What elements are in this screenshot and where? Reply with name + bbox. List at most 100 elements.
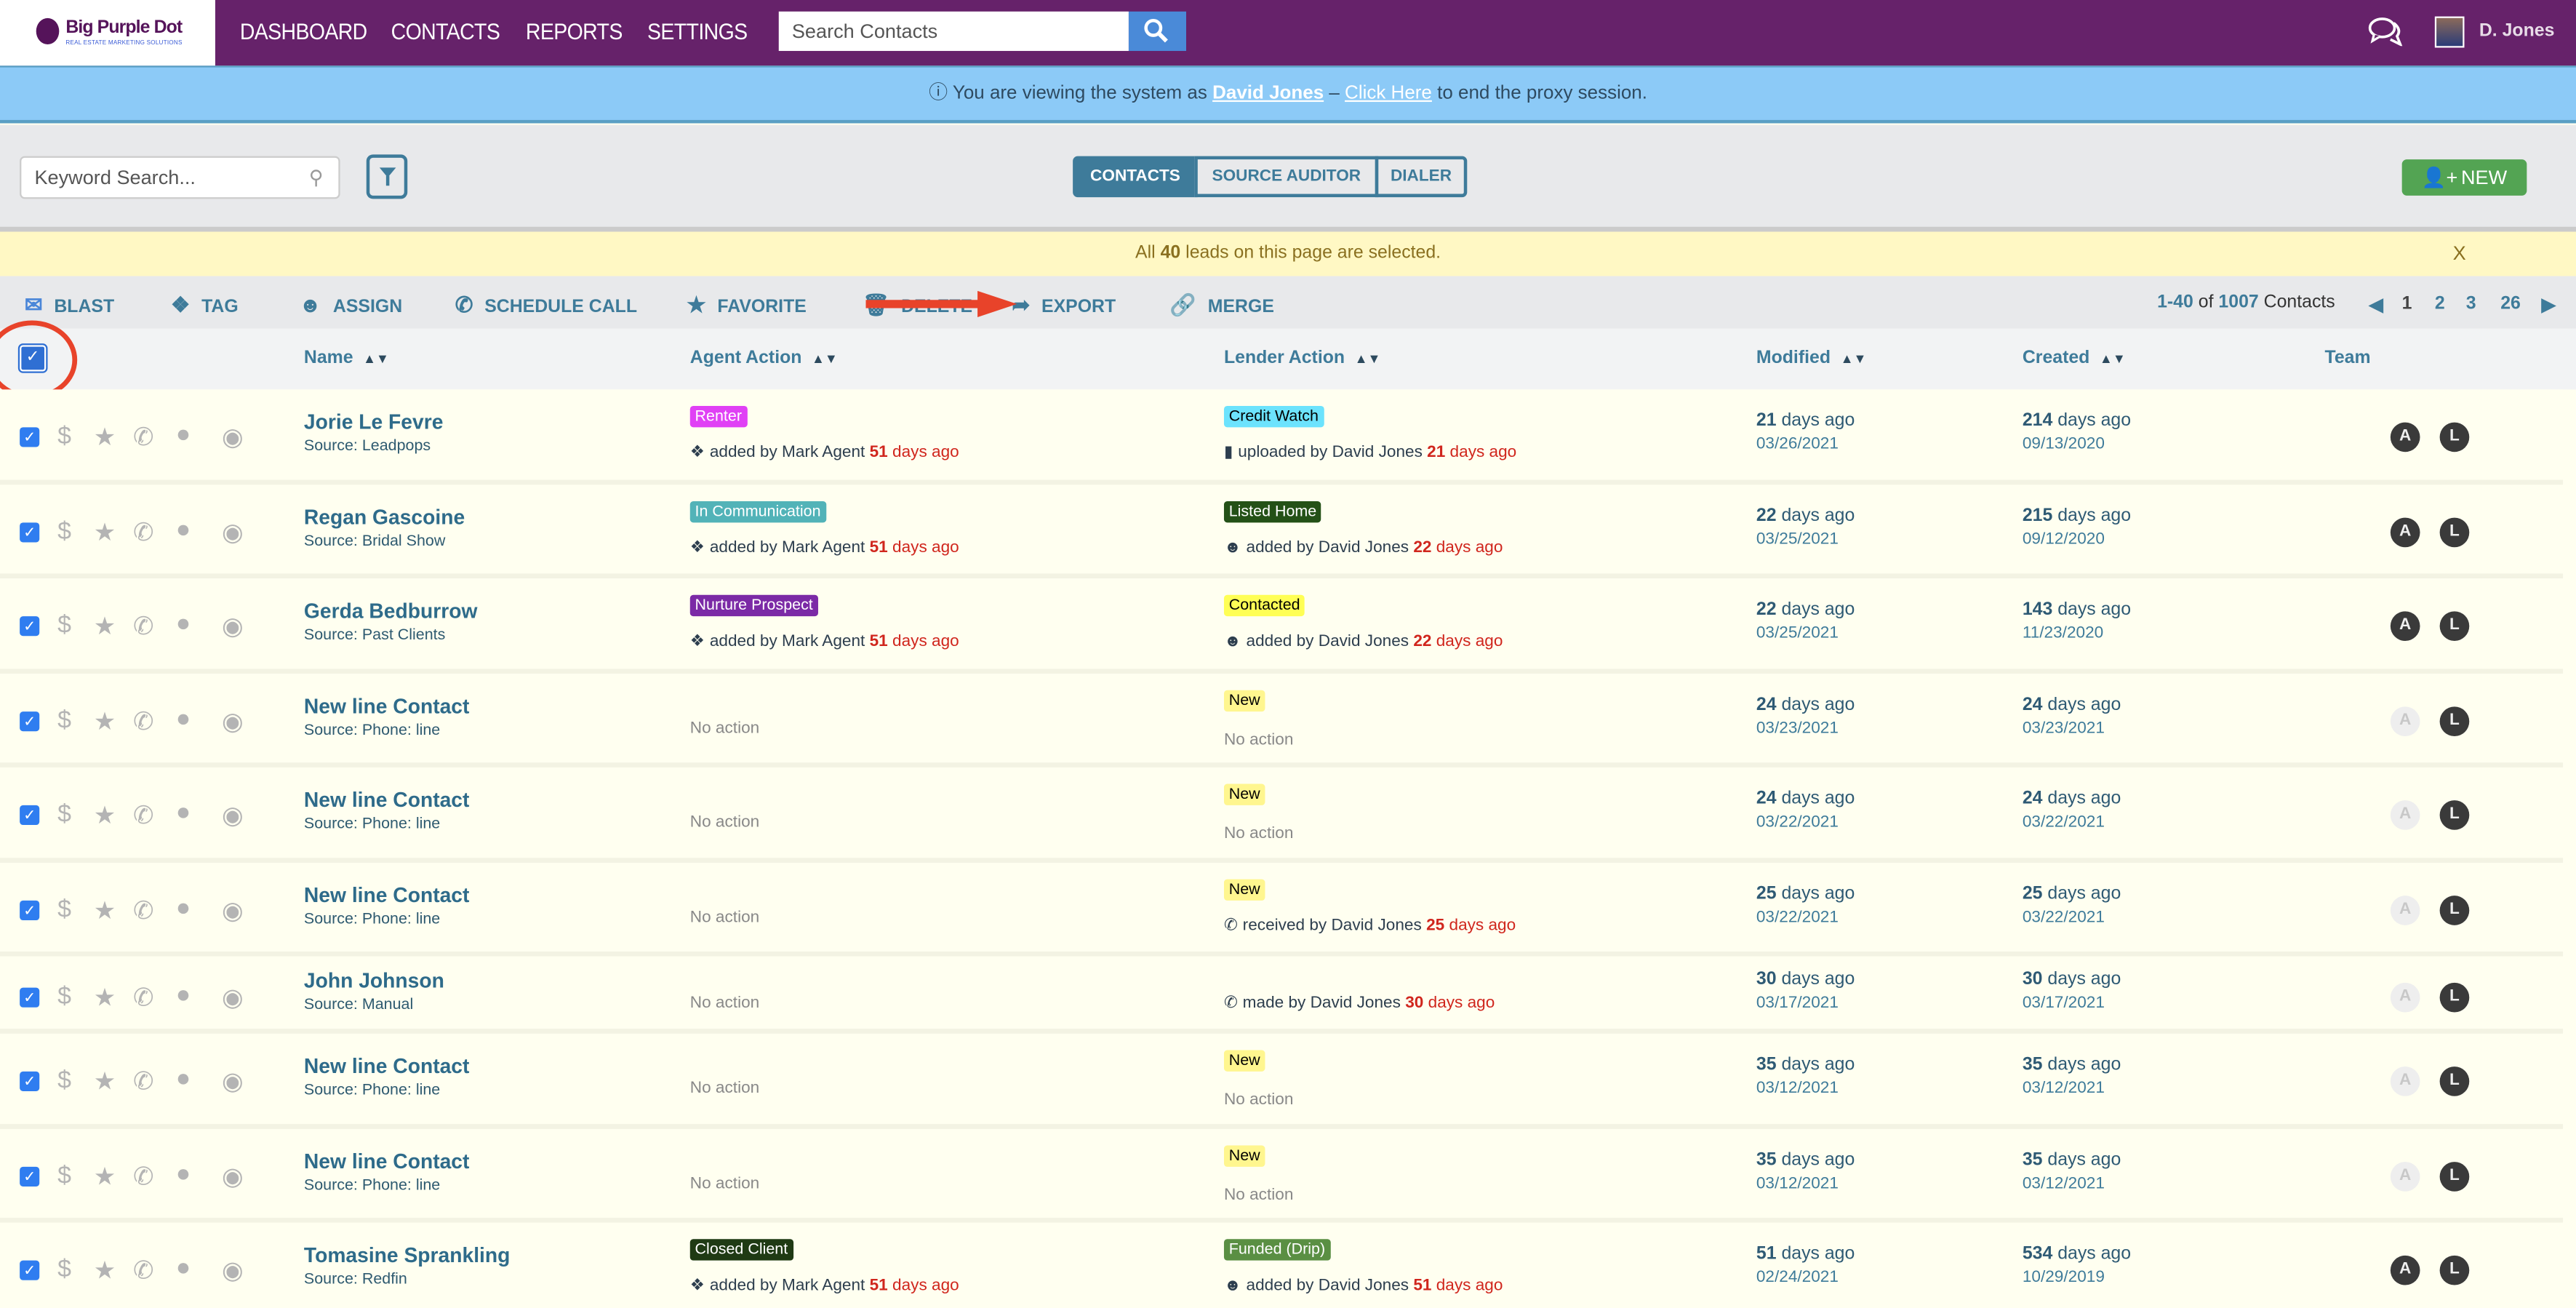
table-row[interactable]: ✓ $ ★ ✆ ● ◉ New line Contact Source: Phone: lin… bbox=[0, 1128, 2564, 1223]
table-row[interactable]: ✓ $ ★ ✆ ● ◉ John Johnson Source: Manual No actio… bbox=[0, 956, 2564, 1034]
dollar-icon[interactable]: $ bbox=[57, 1066, 71, 1095]
contact-name[interactable]: Jorie Le Fevre bbox=[303, 410, 444, 434]
lender-tag[interactable]: Funded (Drip) bbox=[1223, 1239, 1330, 1261]
table-row[interactable]: ✓ $ ★ ✆ ● ◉ Tomasine Sprankling Source: Redfin C… bbox=[0, 1222, 2564, 1308]
merge-button[interactable]: 🔗 MERGE bbox=[1169, 292, 1274, 319]
next-page-icon[interactable]: ▶ bbox=[2541, 295, 2556, 316]
tab-source-auditor[interactable]: SOURCE AUDITOR bbox=[1194, 156, 1379, 198]
comment-icon[interactable]: ● bbox=[175, 515, 191, 543]
agent-tag[interactable]: In Communication bbox=[689, 500, 826, 522]
contact-name[interactable]: Regan Gascoine bbox=[303, 505, 465, 529]
comment-icon[interactable]: ● bbox=[175, 798, 191, 827]
row-checkbox[interactable]: ✓ bbox=[20, 616, 40, 637]
row-checkbox[interactable]: ✓ bbox=[20, 711, 40, 731]
phone-icon[interactable]: ✆ bbox=[132, 518, 154, 547]
phone-icon[interactable]: ✆ bbox=[132, 1257, 154, 1285]
eye-icon[interactable]: ◉ bbox=[221, 1163, 244, 1191]
table-row[interactable]: ✓ $ ★ ✆ ● ◉ New line Contact Source: Phone: lin… bbox=[0, 767, 2564, 862]
eye-icon[interactable]: ◉ bbox=[221, 613, 244, 642]
lender-tag[interactable]: Contacted bbox=[1223, 594, 1305, 617]
row-checkbox[interactable]: ✓ bbox=[20, 427, 40, 447]
eye-icon[interactable]: ◉ bbox=[221, 984, 244, 1013]
prev-page-icon[interactable]: ◀ bbox=[2369, 295, 2383, 316]
star-icon[interactable]: ★ bbox=[93, 423, 116, 452]
page-26[interactable]: 26 bbox=[2500, 294, 2521, 314]
avatar[interactable] bbox=[2434, 16, 2465, 48]
star-icon[interactable]: ★ bbox=[93, 707, 116, 735]
team-lender-badge[interactable]: L bbox=[2439, 611, 2470, 642]
star-icon[interactable]: ★ bbox=[93, 896, 116, 925]
table-row[interactable]: ✓ $ ★ ✆ ● ◉ New line Contact Source: Phone: lin… bbox=[0, 1033, 2564, 1128]
user-name[interactable]: D. Jones bbox=[2479, 21, 2555, 41]
comment-icon[interactable]: ● bbox=[175, 1064, 191, 1093]
row-checkbox[interactable]: ✓ bbox=[20, 805, 40, 826]
end-proxy-link[interactable]: Click Here bbox=[1345, 84, 1432, 104]
dollar-icon[interactable]: $ bbox=[57, 800, 71, 829]
dollar-icon[interactable]: $ bbox=[57, 517, 71, 545]
comment-icon[interactable]: ● bbox=[175, 1253, 191, 1283]
proxy-user-link[interactable]: David Jones bbox=[1212, 84, 1324, 104]
lender-tag[interactable]: New bbox=[1223, 689, 1265, 711]
contact-name[interactable]: John Johnson bbox=[303, 969, 444, 993]
eye-icon[interactable]: ◉ bbox=[221, 707, 244, 735]
team-agent-badge[interactable]: A bbox=[2390, 422, 2420, 452]
team-lender-badge[interactable]: L bbox=[2439, 422, 2470, 452]
new-contact-button[interactable]: 👤+ NEW bbox=[2401, 159, 2527, 196]
lender-tag[interactable]: Credit Watch bbox=[1223, 405, 1324, 428]
contact-name[interactable]: Tomasine Sprankling bbox=[303, 1244, 511, 1267]
team-lender-badge[interactable]: L bbox=[2439, 1255, 2470, 1285]
table-row[interactable]: ✓ $ ★ ✆ ● ◉ New line Contact Source: Phone: lin… bbox=[0, 861, 2564, 957]
col-modified[interactable]: Modified ▲▼ bbox=[1756, 348, 1866, 368]
contact-name[interactable]: New line Contact bbox=[303, 694, 470, 718]
phone-icon[interactable]: ✆ bbox=[132, 1163, 154, 1191]
phone-icon[interactable]: ✆ bbox=[132, 613, 154, 642]
export-button[interactable]: ➦ EXPORT bbox=[1012, 292, 1116, 319]
lender-tag[interactable]: New bbox=[1223, 783, 1265, 805]
nav-settings[interactable]: SETTINGS bbox=[647, 17, 748, 44]
star-icon[interactable]: ★ bbox=[93, 613, 116, 642]
comment-icon[interactable]: ● bbox=[175, 703, 191, 733]
col-name[interactable]: Name ▲▼ bbox=[304, 348, 389, 368]
lender-tag[interactable]: New bbox=[1223, 1144, 1265, 1166]
lender-tag[interactable]: New bbox=[1223, 1050, 1265, 1072]
contact-name[interactable]: New line Contact bbox=[303, 789, 470, 812]
eye-icon[interactable]: ◉ bbox=[221, 802, 244, 830]
team-agent-badge[interactable]: A bbox=[2390, 982, 2420, 1013]
row-checkbox[interactable]: ✓ bbox=[20, 522, 40, 542]
tag-button[interactable]: ❖ TAG bbox=[171, 292, 239, 319]
star-icon[interactable]: ★ bbox=[93, 1163, 116, 1191]
eye-icon[interactable]: ◉ bbox=[221, 1068, 244, 1096]
tab-dialer[interactable]: DIALER bbox=[1375, 156, 1468, 198]
row-checkbox[interactable]: ✓ bbox=[20, 899, 40, 920]
dollar-icon[interactable]: $ bbox=[57, 1160, 71, 1189]
team-lender-badge[interactable]: L bbox=[2439, 517, 2470, 547]
dollar-icon[interactable]: $ bbox=[57, 611, 71, 639]
team-lender-badge[interactable]: L bbox=[2439, 1160, 2470, 1191]
star-icon[interactable]: ★ bbox=[93, 1257, 116, 1285]
table-row[interactable]: ✓ $ ★ ✆ ● ◉ Regan Gascoine Source: Bridal Show I… bbox=[0, 484, 2564, 579]
search-button[interactable] bbox=[1128, 11, 1186, 52]
keyword-search-input[interactable]: Keyword Search... bbox=[20, 156, 340, 199]
col-lender-action[interactable]: Lender Action ▲▼ bbox=[1224, 348, 1380, 368]
phone-icon[interactable]: ✆ bbox=[132, 1068, 154, 1096]
page-1[interactable]: 1 bbox=[2401, 294, 2412, 314]
comment-icon[interactable]: ● bbox=[175, 893, 191, 922]
eye-icon[interactable]: ◉ bbox=[221, 423, 244, 452]
comment-icon[interactable]: ● bbox=[175, 981, 191, 1010]
table-row[interactable]: ✓ $ ★ ✆ ● ◉ Jorie Le Fevre Source: Leadpops Rent… bbox=[0, 389, 2564, 484]
team-lender-badge[interactable]: L bbox=[2439, 800, 2470, 830]
row-checkbox[interactable]: ✓ bbox=[20, 1260, 40, 1280]
nav-reports[interactable]: REPORTS bbox=[525, 17, 623, 44]
nav-contacts[interactable]: CONTACTS bbox=[391, 17, 500, 44]
star-icon[interactable]: ★ bbox=[93, 984, 116, 1013]
blast-button[interactable]: ✉ BLAST bbox=[25, 292, 114, 319]
team-agent-badge[interactable]: A bbox=[2390, 1066, 2420, 1096]
team-agent-badge[interactable]: A bbox=[2390, 706, 2420, 735]
page-2[interactable]: 2 bbox=[2434, 294, 2445, 314]
phone-icon[interactable]: ✆ bbox=[132, 802, 154, 830]
star-icon[interactable]: ★ bbox=[93, 802, 116, 830]
agent-tag[interactable]: Renter bbox=[689, 405, 747, 428]
dollar-icon[interactable]: $ bbox=[57, 1255, 71, 1284]
team-lender-badge[interactable]: L bbox=[2439, 982, 2470, 1013]
contact-name[interactable]: New line Contact bbox=[303, 883, 470, 906]
